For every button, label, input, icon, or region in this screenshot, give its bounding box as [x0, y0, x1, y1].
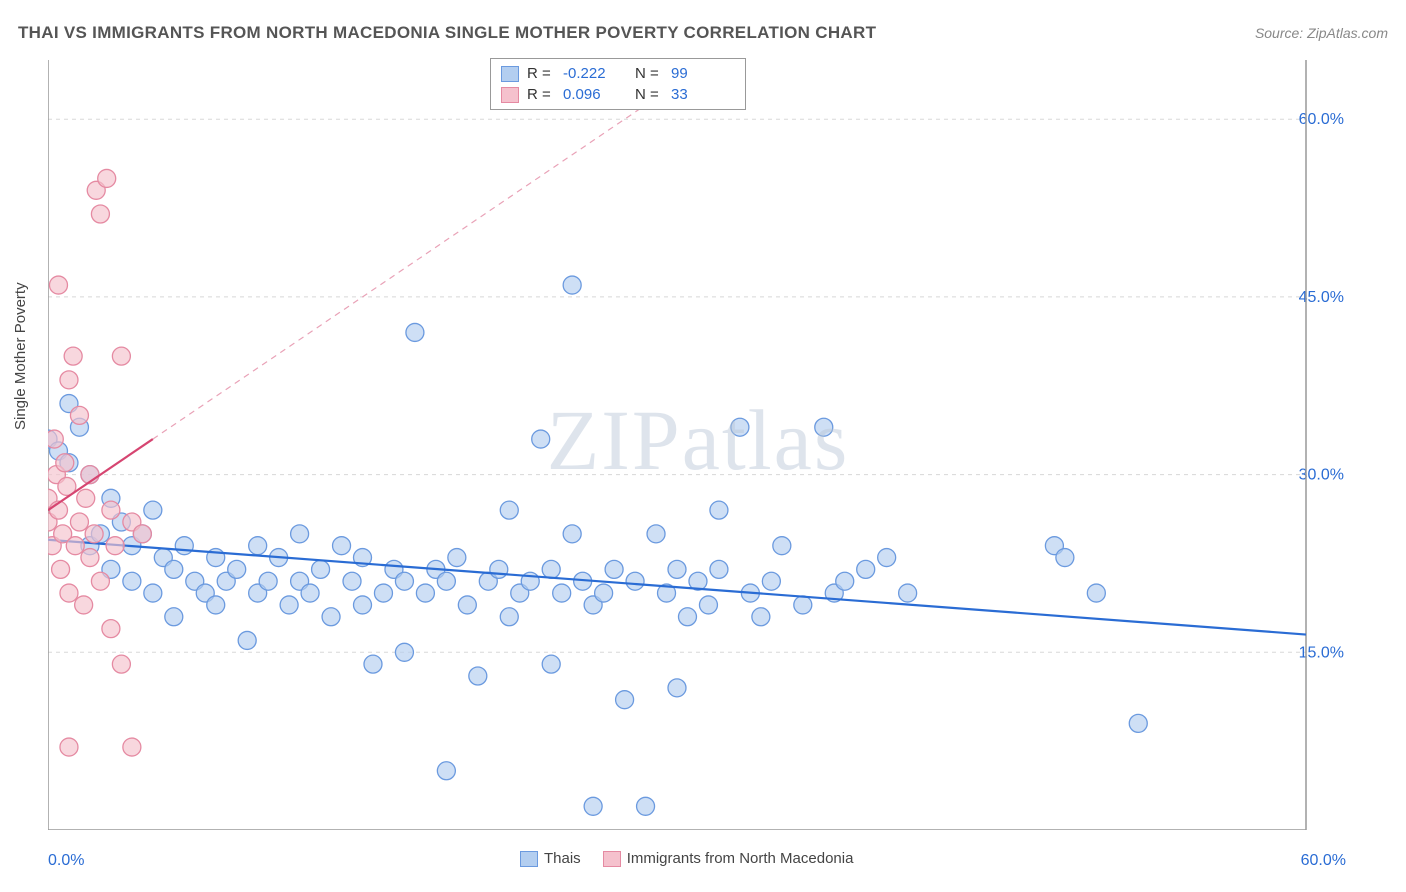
- source-attribution: Source: ZipAtlas.com: [1255, 25, 1388, 41]
- chart-title: THAI VS IMMIGRANTS FROM NORTH MACEDONIA …: [18, 23, 876, 43]
- legend-label: Immigrants from North Macedonia: [627, 850, 854, 867]
- x-axis-tick-min: 0.0%: [48, 852, 84, 870]
- stat-n-value: 33: [671, 86, 735, 103]
- stat-n-label: N =: [635, 86, 663, 103]
- stat-r-label: R =: [527, 86, 555, 103]
- stat-r-value: 0.096: [563, 86, 627, 103]
- stat-n-label: N =: [635, 65, 663, 82]
- series-legend: Thais Immigrants from North Macedonia: [520, 850, 853, 867]
- correlation-row: R = 0.096 N = 33: [501, 84, 735, 105]
- stat-n-value: 99: [671, 65, 735, 82]
- stat-r-value: -0.222: [563, 65, 627, 82]
- correlation-row: R = -0.222 N = 99: [501, 63, 735, 84]
- series-swatch: [501, 87, 519, 103]
- legend-item: Thais: [520, 850, 581, 867]
- legend-label: Thais: [544, 850, 581, 867]
- y-axis-label: Single Mother Poverty: [12, 282, 29, 430]
- stat-r-label: R =: [527, 65, 555, 82]
- series-swatch: [501, 66, 519, 82]
- correlation-legend: R = -0.222 N = 99 R = 0.096 N = 33: [490, 58, 746, 110]
- series-swatch: [603, 851, 621, 867]
- scatter-plot: 15.0%30.0%45.0%60.0%: [48, 60, 1348, 830]
- x-axis-tick-max: 60.0%: [1301, 852, 1346, 870]
- chart-plot-area: 15.0%30.0%45.0%60.0% ZIPatlas: [48, 60, 1348, 830]
- legend-item: Immigrants from North Macedonia: [603, 850, 854, 867]
- series-swatch: [520, 851, 538, 867]
- header: THAI VS IMMIGRANTS FROM NORTH MACEDONIA …: [18, 18, 1388, 48]
